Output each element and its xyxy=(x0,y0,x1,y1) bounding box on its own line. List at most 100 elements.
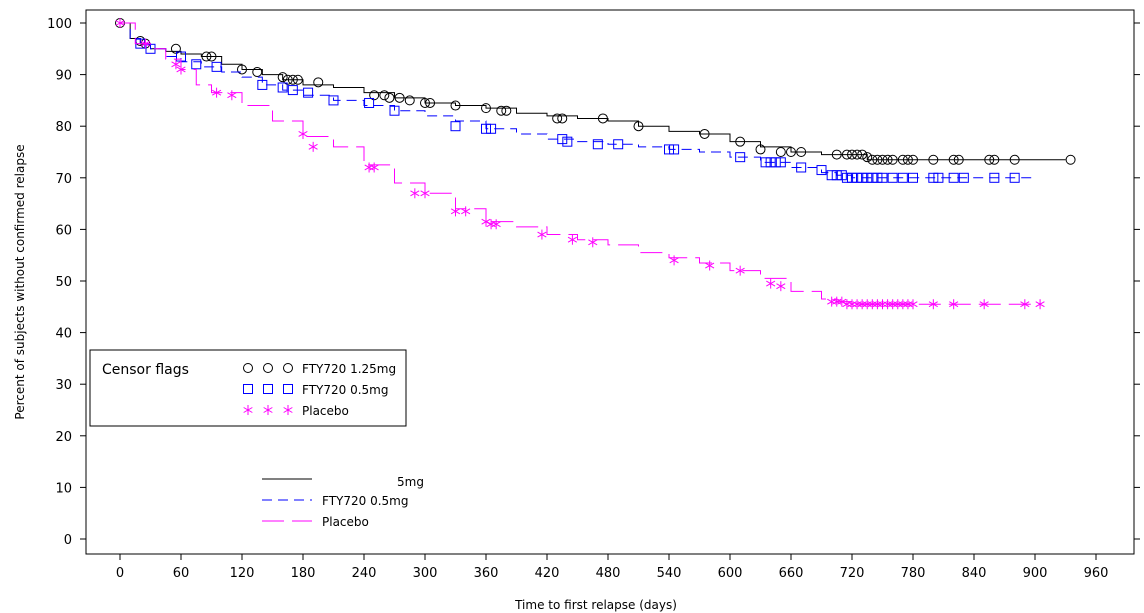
censor-marker-series-3 xyxy=(537,229,547,240)
censor-marker-series-1 xyxy=(953,154,964,165)
censor-marker-series-3 xyxy=(410,188,420,199)
censor-marker-series-1 xyxy=(633,121,644,132)
censor-marker-series-2 xyxy=(841,172,852,183)
censor-marker-series-2 xyxy=(877,172,888,183)
censor-marker-series-1 xyxy=(384,92,395,103)
censor-marker-series-2 xyxy=(897,172,908,183)
censor-marker-series-3 xyxy=(735,265,745,276)
y-tick-label: 40 xyxy=(55,327,72,342)
y-tick-label: 0 xyxy=(64,533,72,548)
line-legend-label-3: Placebo xyxy=(322,515,369,529)
censor-legend-markers xyxy=(243,363,293,415)
x-tick-label: 600 xyxy=(718,566,743,581)
censor-marker-series-1 xyxy=(379,90,390,101)
censor-marker-series-2 xyxy=(775,157,786,168)
censor-marker-series-1 xyxy=(755,144,766,155)
censor-legend-marker-1 xyxy=(263,363,273,373)
censor-marker-series-1 xyxy=(775,147,786,157)
censor-marker-series-2 xyxy=(277,82,288,93)
censor-marker-series-1 xyxy=(201,51,212,62)
censor-marker-series-1 xyxy=(282,74,293,85)
censor-marker-series-1 xyxy=(425,97,436,108)
censor-marker-series-3 xyxy=(766,278,776,289)
censor-marker-series-2 xyxy=(191,59,202,70)
censor-marker-series-1 xyxy=(1065,154,1076,165)
censor-marker-series-2 xyxy=(852,172,863,183)
censor-marker-series-3 xyxy=(140,38,151,49)
censor-legend-marker-3 xyxy=(283,405,293,415)
x-tick-label: 840 xyxy=(962,566,987,581)
censor-marker-series-1 xyxy=(897,154,908,165)
censor-legend-label-2: FTY720 0.5mg xyxy=(302,383,388,397)
censor-marker-series-1 xyxy=(847,149,857,160)
censor-marker-series-2 xyxy=(887,172,898,183)
censor-marker-series-2 xyxy=(933,172,944,183)
censor-marker-series-2 xyxy=(486,123,497,134)
censor-marker-series-1 xyxy=(597,113,608,124)
censor-marker-series-1 xyxy=(552,113,563,124)
censor-marker-series-2 xyxy=(735,152,746,163)
y-tick-label: 50 xyxy=(55,275,72,290)
censor-marker-series-1 xyxy=(857,149,868,160)
censor-marker-series-2 xyxy=(765,157,776,168)
censor-marker-series-2 xyxy=(287,85,298,96)
censor-marker-series-2 xyxy=(450,121,461,132)
censor-marker-series-1 xyxy=(862,152,873,163)
censor-marker-series-1 xyxy=(699,128,710,139)
censor-marker-series-1 xyxy=(852,149,863,160)
censor-marker-series-1 xyxy=(841,149,852,160)
censor-marker-series-2 xyxy=(836,170,847,181)
censor-marker-series-3 xyxy=(776,281,786,292)
y-tick-label: 10 xyxy=(55,481,72,496)
censor-marker-series-2 xyxy=(1009,172,1020,183)
censor-marker-series-1 xyxy=(369,90,380,101)
y-tick-label: 60 xyxy=(55,223,72,238)
censor-marker-series-2 xyxy=(989,172,1000,183)
censor-marker-series-1 xyxy=(948,154,959,165)
censor-marker-series-2 xyxy=(770,157,781,168)
censor-marker-series-2 xyxy=(328,95,339,106)
censor-marker-series-1 xyxy=(170,43,181,54)
censor-marker-series-2 xyxy=(257,79,268,90)
censor-marker-series-3 xyxy=(364,162,374,173)
x-tick-label: 300 xyxy=(413,566,438,581)
censor-marker-series-3 xyxy=(115,18,125,28)
x-tick-label: 180 xyxy=(291,566,316,581)
series-line-3 xyxy=(120,22,1041,305)
censor-marker-series-2 xyxy=(562,136,573,147)
x-tick-label: 660 xyxy=(779,566,804,581)
censor-marker-series-2 xyxy=(872,172,883,183)
x-axis-title: Time to first relapse (days) xyxy=(514,598,677,612)
censor-marker-series-3 xyxy=(211,87,222,98)
censor-marker-series-3 xyxy=(298,128,308,139)
censor-marker-series-1 xyxy=(928,154,939,165)
censor-legend-marker-2 xyxy=(243,384,253,394)
x-tick-label: 60 xyxy=(173,566,190,581)
censor-marker-series-2 xyxy=(816,165,827,176)
censor-marker-series-2 xyxy=(867,172,878,183)
censor-marker-series-3 xyxy=(979,299,989,310)
x-tick-label: 960 xyxy=(1084,566,1109,581)
x-tick-label: 360 xyxy=(474,566,499,581)
censor-marker-series-2 xyxy=(557,134,568,145)
y-tick-label: 30 xyxy=(55,378,72,393)
censor-marker-series-2 xyxy=(364,97,375,108)
censor-legend-marker-2 xyxy=(263,384,273,394)
series-line-1 xyxy=(120,22,1066,161)
censor-marker-series-1 xyxy=(735,136,746,147)
censor-marker-series-1 xyxy=(796,147,807,157)
censor-marker-series-1 xyxy=(292,74,303,85)
y-axis-title: Percent of subjects without confirmed re… xyxy=(13,144,27,419)
censor-marker-series-2 xyxy=(857,172,868,183)
censor-marker-series-3 xyxy=(928,299,938,310)
censor-marker-series-1 xyxy=(481,103,491,114)
censor-marker-series-3 xyxy=(227,90,237,101)
censor-marker-series-3 xyxy=(461,206,471,217)
censor-legend-label-3: Placebo xyxy=(302,404,349,418)
censor-marker-series-3 xyxy=(450,206,461,217)
censor-marker-series-1 xyxy=(902,154,913,165)
censor-marker-series-3 xyxy=(705,260,715,271)
censor-marker-series-1 xyxy=(908,154,918,165)
x-tick-label: 780 xyxy=(901,566,926,581)
